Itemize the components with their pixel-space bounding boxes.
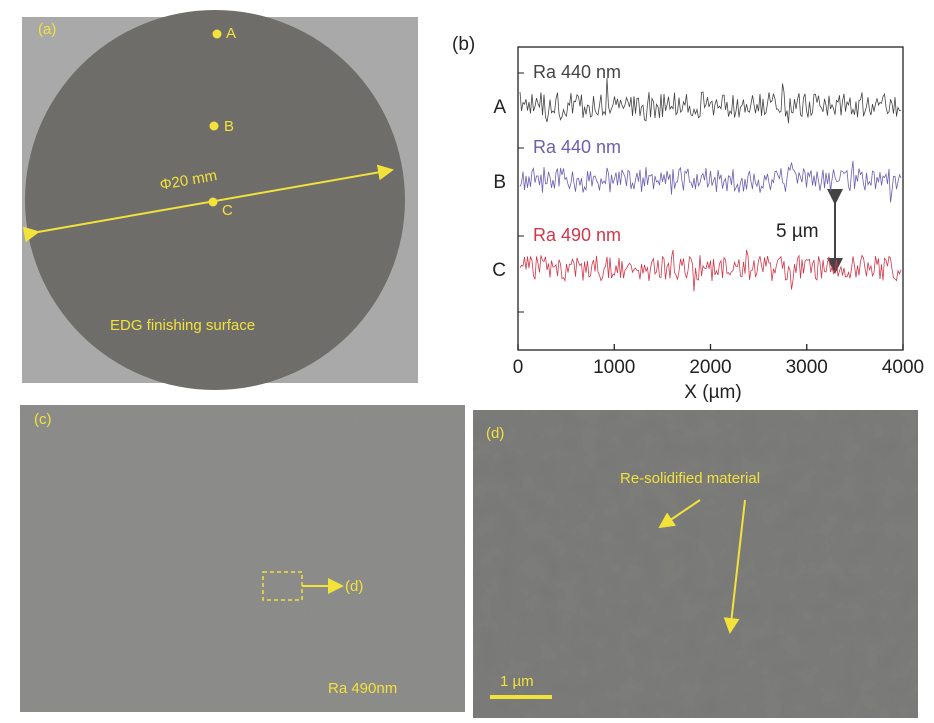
profile-trace (520, 78, 901, 123)
sem-image (20, 405, 465, 712)
roughness-label: Ra 440 nm (533, 137, 621, 157)
caption: EDG finishing surface (110, 317, 255, 334)
annotation: Re-solidified material (620, 470, 760, 487)
row-label: C (492, 260, 506, 281)
panel-d: (d) Re-solidified material 1 µm (473, 410, 918, 718)
x-tick-label: 2000 (689, 357, 731, 378)
panel-label: (b) (452, 34, 475, 55)
scale-label: 5 µm (776, 221, 819, 242)
figure: (a) A B C Φ20 mm EDG finishing surface (… (0, 0, 934, 723)
panel-label: (a) (38, 21, 56, 38)
x-tick-label: 4000 (882, 357, 924, 378)
panel-label: (c) (34, 411, 52, 428)
panel-label: (d) (486, 425, 504, 442)
point (213, 30, 222, 39)
zoom-target: (d) (345, 578, 363, 595)
roughness-label: Ra 440 nm (533, 62, 621, 82)
x-tick-label: 0 (513, 357, 524, 378)
row-label: B (493, 172, 506, 193)
x-tick-label: 1000 (593, 357, 635, 378)
x-axis-label: X (µm) (684, 382, 741, 403)
caption: Ra 490nm (328, 680, 397, 697)
scale-bar-label: 1 µm (500, 673, 534, 690)
profile-trace (520, 161, 901, 203)
x-tick-label: 3000 (786, 357, 828, 378)
plot-frame (518, 47, 903, 350)
sem-image (473, 410, 918, 718)
point (210, 122, 219, 131)
profile-trace (520, 250, 901, 292)
point-label: A (226, 25, 236, 42)
point (209, 198, 218, 207)
point-label: B (224, 118, 234, 135)
panel-a: (a) A B C Φ20 mm EDG finishing surface (22, 10, 418, 390)
panel-c: (c) (d) Ra 490nm (20, 405, 465, 712)
roughness-label: Ra 490 nm (533, 225, 621, 245)
panel-b: (b) X (µm) 5 µm 0 1000 2000 3000 4000 A Ra 440… (452, 34, 924, 403)
point-label: C (222, 202, 233, 219)
row-label: A (493, 97, 506, 118)
